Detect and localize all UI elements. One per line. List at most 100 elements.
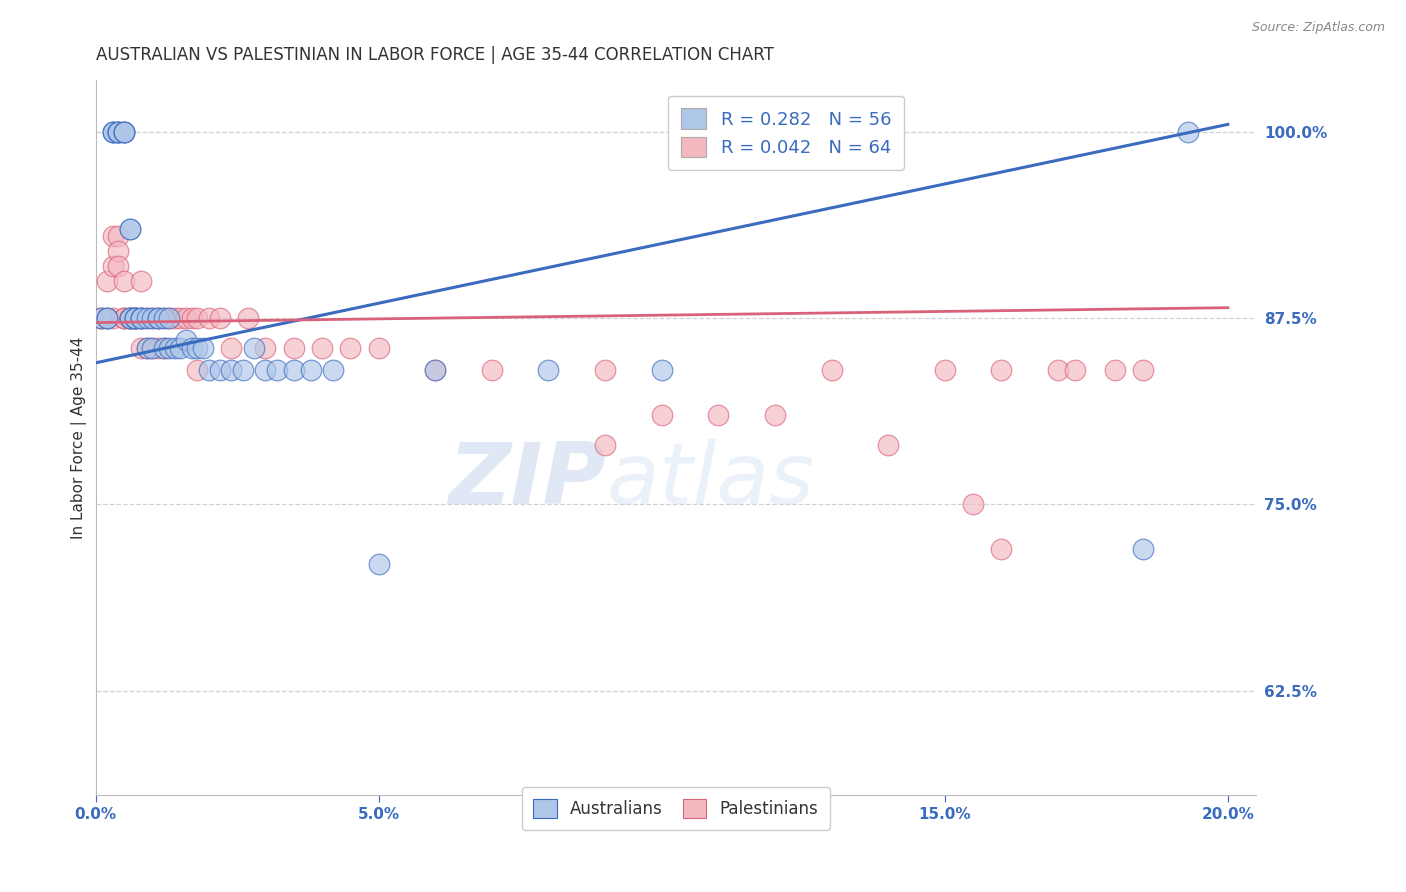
Text: Source: ZipAtlas.com: Source: ZipAtlas.com: [1251, 21, 1385, 34]
Point: [112, 311, 135, 326]
Point: [135, 341, 157, 355]
Point: [962, 498, 984, 512]
Point: [129, 341, 152, 355]
Point: [112, 125, 135, 139]
Point: [101, 125, 124, 139]
Point: [820, 363, 842, 377]
Point: [101, 125, 124, 139]
Point: [169, 341, 191, 355]
Point: [367, 557, 389, 571]
Point: [146, 311, 169, 326]
Point: [1046, 363, 1069, 377]
Point: [1132, 363, 1154, 377]
Point: [135, 311, 157, 326]
Point: [112, 311, 135, 326]
Point: [180, 311, 202, 326]
Point: [141, 341, 163, 355]
Point: [186, 341, 208, 355]
Point: [221, 341, 243, 355]
Point: [254, 341, 277, 355]
Point: [146, 311, 169, 326]
Point: [124, 311, 146, 326]
Point: [1132, 542, 1154, 557]
Point: [339, 341, 361, 355]
Point: [124, 311, 146, 326]
Point: [101, 125, 124, 139]
Point: [107, 125, 129, 139]
Point: [124, 311, 146, 326]
Point: [101, 311, 124, 326]
Point: [141, 341, 163, 355]
Point: [107, 125, 129, 139]
Point: [238, 311, 260, 326]
Point: [254, 363, 277, 377]
Point: [152, 341, 174, 355]
Point: [107, 125, 129, 139]
Point: [311, 341, 333, 355]
Point: [90, 311, 112, 326]
Point: [169, 311, 191, 326]
Point: [112, 125, 135, 139]
Point: [118, 311, 141, 326]
Point: [186, 363, 208, 377]
Point: [990, 542, 1012, 557]
Point: [129, 274, 152, 288]
Point: [651, 408, 673, 422]
Y-axis label: In Labor Force | Age 35-44: In Labor Force | Age 35-44: [72, 336, 87, 539]
Point: [180, 341, 202, 355]
Text: ZIP: ZIP: [449, 439, 606, 522]
Point: [367, 341, 389, 355]
Point: [1064, 363, 1087, 377]
Point: [96, 274, 118, 288]
Point: [107, 125, 129, 139]
Point: [129, 311, 152, 326]
Point: [107, 259, 129, 273]
Point: [191, 341, 214, 355]
Point: [124, 311, 146, 326]
Point: [651, 363, 673, 377]
Point: [322, 363, 344, 377]
Point: [481, 363, 503, 377]
Point: [990, 363, 1012, 377]
Point: [90, 311, 112, 326]
Point: [135, 311, 157, 326]
Point: [112, 274, 135, 288]
Point: [124, 311, 146, 326]
Point: [141, 311, 163, 326]
Point: [101, 259, 124, 273]
Point: [157, 311, 180, 326]
Point: [107, 229, 129, 244]
Point: [163, 341, 186, 355]
Point: [763, 408, 786, 422]
Point: [283, 363, 305, 377]
Point: [118, 311, 141, 326]
Point: [266, 363, 288, 377]
Point: [198, 311, 221, 326]
Point: [152, 311, 174, 326]
Point: [118, 221, 141, 235]
Point: [96, 311, 118, 326]
Point: [118, 311, 141, 326]
Point: [146, 311, 169, 326]
Point: [124, 311, 146, 326]
Point: [112, 125, 135, 139]
Point: [232, 363, 254, 377]
Point: [129, 311, 152, 326]
Point: [186, 311, 208, 326]
Point: [174, 334, 197, 348]
Point: [96, 311, 118, 326]
Point: [425, 363, 447, 377]
Point: [425, 363, 447, 377]
Point: [107, 244, 129, 258]
Point: [129, 311, 152, 326]
Point: [157, 311, 180, 326]
Point: [299, 363, 322, 377]
Point: [118, 311, 141, 326]
Point: [163, 311, 186, 326]
Point: [135, 341, 157, 355]
Point: [1177, 125, 1199, 139]
Point: [209, 363, 232, 377]
Point: [152, 311, 174, 326]
Point: [209, 311, 232, 326]
Point: [101, 229, 124, 244]
